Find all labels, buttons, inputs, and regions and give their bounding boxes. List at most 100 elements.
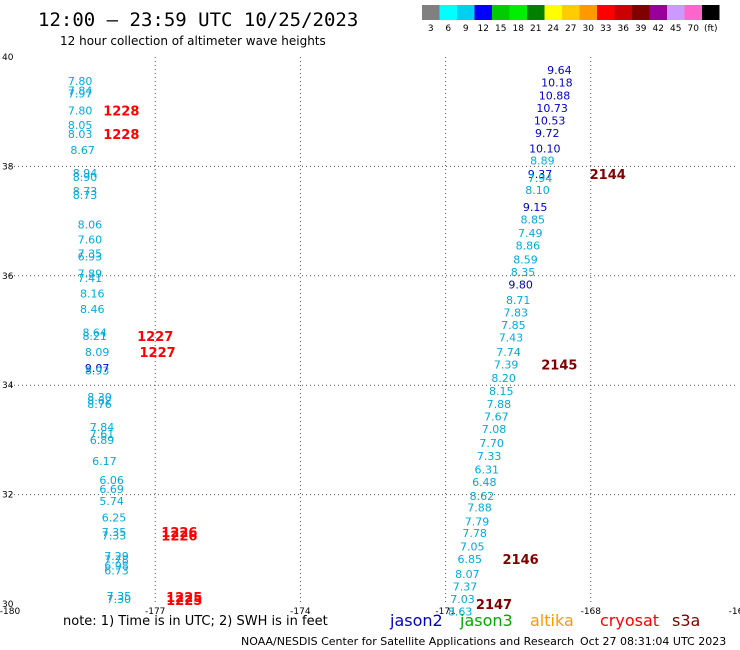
wave-height-point: 7.29 (104, 550, 129, 563)
pass-time-label: 1226 (161, 530, 197, 545)
wave-height-point: 9.07 (85, 362, 110, 375)
colorbar-label: 45 (670, 24, 681, 34)
wave-height-point: 9.37 (528, 168, 553, 181)
wave-height-point: 6.17 (92, 455, 117, 468)
wave-height-point: 10.88 (539, 89, 571, 102)
wave-height-point: 7.84 (90, 421, 115, 434)
wave-height-point: 9.72 (535, 127, 560, 140)
wave-height-point: 7.43 (499, 332, 524, 345)
wave-height-point: 8.73 (73, 185, 98, 198)
wave-height-point: 8.67 (70, 144, 95, 157)
wave-height-point: 7.33 (477, 450, 502, 463)
wave-height-point: 7.89 (78, 268, 103, 281)
wave-height-point: 7.80 (68, 75, 93, 88)
wave-height-point: 8.62 (470, 490, 495, 503)
colorbar-swatch (474, 5, 492, 20)
colorbar-label: 70 (688, 24, 700, 34)
wave-height-point: 7.88 (467, 502, 492, 515)
wave-height-point: 5.74 (99, 495, 124, 508)
wave-height-point: 7.85 (501, 319, 526, 332)
legend-entry: cryosat (600, 611, 659, 630)
wave-height-point: 8.71 (506, 294, 531, 307)
pass-time-label: 1227 (140, 346, 176, 361)
chart-grid (10, 57, 736, 604)
wave-height-point: 7.78 (104, 554, 129, 567)
wave-height-point: 8.59 (513, 253, 538, 266)
colorbar-label: 27 (565, 24, 576, 34)
wave-height-point: 6.93 (78, 251, 103, 264)
x-tick-label: -180 (0, 607, 20, 617)
wave-height-point: 8.07 (455, 568, 480, 581)
wave-height-point: 8.30 (87, 391, 112, 404)
wave-height-point: 8.89 (530, 154, 555, 167)
credit-text: NOAA/NESDIS Center for Satellite Applica… (241, 635, 574, 648)
wave-height-point: 7.35 (107, 590, 132, 603)
x-tick-label: -174 (290, 607, 311, 617)
wave-height-point: 10.10 (529, 142, 561, 155)
wave-height-point: 7.84 (68, 84, 93, 97)
wave-height-point: 8.21 (82, 330, 107, 343)
wave-height-observations: 7.807.847.977.808.058.038.678.948.908.73… (68, 64, 573, 619)
pass-time-labels: 1228122812271227122612261225122521442145… (103, 105, 626, 613)
wave-height-point: 10.53 (534, 114, 566, 127)
wave-height-point: 7.08 (482, 423, 507, 436)
colorbar-swatch (422, 5, 440, 20)
colorbar-swatch (597, 5, 615, 20)
colorbar-label: 9 (463, 24, 469, 34)
wave-height-point: 7.67 (484, 410, 509, 423)
wave-height-point: 6.48 (472, 476, 497, 489)
pass-time-label: 1227 (137, 330, 173, 345)
wave-height-point: 7.35 (102, 526, 127, 539)
y-tick-label: 30 (2, 600, 14, 610)
colorbar-label: 18 (513, 24, 525, 34)
wave-height-point: 7.61 (90, 428, 115, 441)
pass-time-label: 1228 (103, 128, 139, 143)
wave-height-point: 8.93 (85, 364, 110, 377)
wave-height-point: 8.03 (68, 128, 93, 141)
colorbar-swatch (614, 5, 632, 20)
wave-height-point: 8.86 (516, 240, 541, 253)
wave-height-point: 7.80 (68, 105, 93, 118)
timestamp-text: Oct 27 08:31:04 UTC 2023 (580, 635, 726, 648)
wave-height-point: 8.62 (87, 395, 112, 408)
colorbar-label: 21 (530, 24, 541, 34)
colorbar-label: 39 (635, 24, 647, 34)
satellite-legend: jason2 jason3 altika cryosat s3a (389, 611, 700, 630)
wave-height-point: 7.70 (479, 437, 504, 450)
wave-height-point: 6.73 (104, 565, 129, 578)
x-tick-label: -168 (581, 607, 602, 617)
colorbar-label: 3 (428, 24, 434, 34)
pass-time-label: 1226 (161, 526, 197, 541)
wave-height-point: 10.18 (541, 77, 573, 90)
wave-height-point: 8.73 (73, 189, 98, 202)
wave-height-point: 8.05 (68, 119, 93, 132)
pass-time-label: 1225 (166, 591, 202, 606)
wave-height-point: 9.80 (508, 279, 533, 292)
wave-height-point: 8.20 (491, 372, 516, 385)
wave-height-point: 8.09 (85, 346, 110, 359)
x-tick-label: -177 (145, 607, 165, 617)
wave-height-point: 7.41 (78, 272, 103, 285)
wave-height-point: 7.39 (494, 358, 519, 371)
wave-height-point: 7.49 (518, 227, 543, 240)
chart-title: 12:00 – 23:59 UTC 10/25/2023 (38, 9, 358, 31)
wave-height-point: 8.15 (489, 385, 514, 398)
pass-time-label: 2146 (503, 553, 539, 568)
colorbar-swatch (702, 5, 720, 20)
wave-height-point: 8.94 (73, 167, 98, 180)
x-tick-label: -171 (435, 607, 455, 617)
colorbar-swatch (439, 5, 457, 20)
wave-height-point: 7.94 (528, 172, 553, 185)
wave-height-point: 6.69 (99, 483, 124, 496)
wave-height-point: 7.74 (496, 346, 521, 359)
wave-height-point: 8.76 (87, 398, 112, 411)
chart-subtitle: 12 hour collection of altimeter wave hei… (60, 34, 326, 48)
footnote: note: 1) Time is in UTC; 2) SWH is in fe… (63, 614, 328, 629)
wave-height-point: 7.35 (78, 247, 103, 260)
colorbar-swatch (667, 5, 685, 20)
wave-height-point: 7.79 (465, 515, 490, 528)
wave-height-point: 9.64 (547, 64, 572, 77)
wave-height-point: 7.37 (453, 580, 478, 593)
wave-height-point: 7.83 (504, 306, 529, 319)
colorbar-swatch (579, 5, 597, 20)
